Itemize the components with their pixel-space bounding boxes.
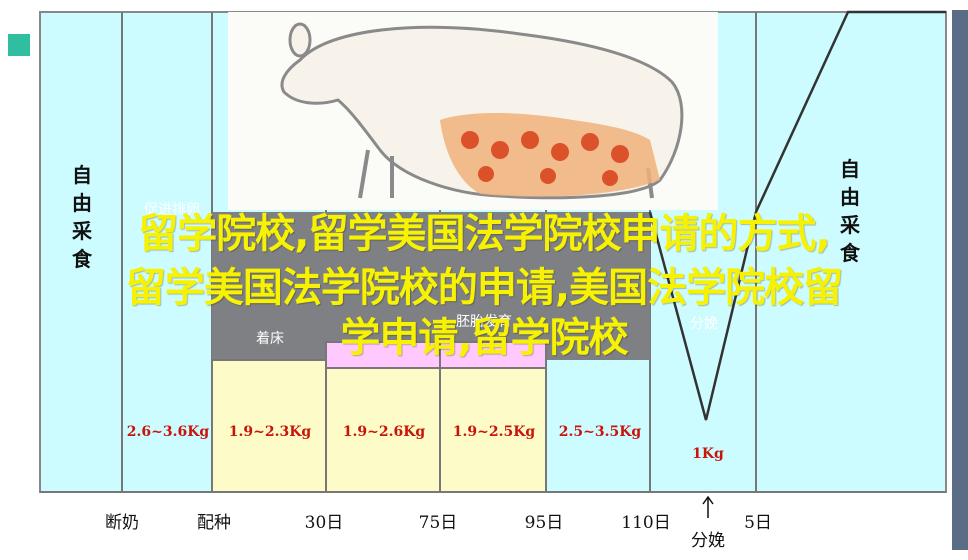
recovery-line bbox=[754, 10, 946, 213]
left-vertical-label: 自 由 采 食 bbox=[72, 163, 93, 271]
weight-label-4: 2.5~3.5Kg bbox=[559, 424, 642, 440]
overlay-line-2: 留学美国法学院校的申请,美国法学院校留 bbox=[125, 265, 843, 311]
left-vertical-char-2: 采 bbox=[72, 219, 92, 243]
stage-box-implantation bbox=[211, 359, 327, 493]
left-vertical-char-3: 食 bbox=[72, 247, 93, 271]
left-vertical-char-1: 由 bbox=[72, 191, 92, 215]
axis-label-75d: 75日 bbox=[419, 513, 458, 533]
axis-label-30d: 30日 bbox=[305, 513, 344, 533]
weight-label-1: 1.9~2.3Kg bbox=[229, 424, 312, 440]
weight-label-5: 1Kg bbox=[692, 446, 724, 462]
stage-box-pink-2 bbox=[439, 341, 547, 369]
stage-label-ovulation: 促进排卵 bbox=[144, 202, 200, 218]
axis-label-95d: 95日 bbox=[525, 513, 564, 533]
farrow-dip-line bbox=[648, 211, 758, 421]
farrow-arrow bbox=[702, 495, 714, 518]
stage-band bbox=[212, 212, 650, 360]
stage-label-implantation: 着床 bbox=[256, 331, 284, 347]
right-vertical-char-0: 自 bbox=[840, 157, 860, 181]
axis-label-breeding: 配种 bbox=[197, 513, 231, 533]
farrow-marker-label: 分娩 bbox=[691, 531, 725, 551]
stage-label-embryo: 胚胎发育 bbox=[456, 314, 512, 330]
axis-label-110d: 110日 bbox=[621, 513, 670, 533]
weight-label-0: 2.6~3.6Kg bbox=[127, 424, 210, 440]
left-vertical-char-0: 自 bbox=[72, 163, 92, 187]
weight-label-3: 1.9~2.5Kg bbox=[453, 424, 536, 440]
stage-box-embryo-2 bbox=[439, 367, 547, 493]
right-vertical-label: 自 由 采 食 bbox=[840, 157, 861, 265]
right-edge-band bbox=[952, 10, 968, 550]
stage-label-farrow: 分娩 bbox=[690, 316, 718, 332]
corner-marker bbox=[8, 34, 30, 56]
right-vertical-char-2: 采 bbox=[840, 213, 860, 237]
axis-label-5d: 5日 bbox=[744, 513, 772, 533]
right-vertical-char-1: 由 bbox=[840, 185, 860, 209]
weight-label-2: 1.9~2.6Kg bbox=[343, 424, 426, 440]
overlay-line-1: 留学院校,留学美国法学院校申请的方式, bbox=[138, 211, 830, 257]
right-vertical-char-3: 食 bbox=[840, 241, 861, 265]
pig-illustration bbox=[280, 22, 684, 200]
stage-box-embryo-1 bbox=[325, 367, 441, 493]
overlay-line-3: 学申请,留学院校 bbox=[340, 315, 628, 361]
axis-label-weaning: 断奶 bbox=[105, 513, 139, 533]
